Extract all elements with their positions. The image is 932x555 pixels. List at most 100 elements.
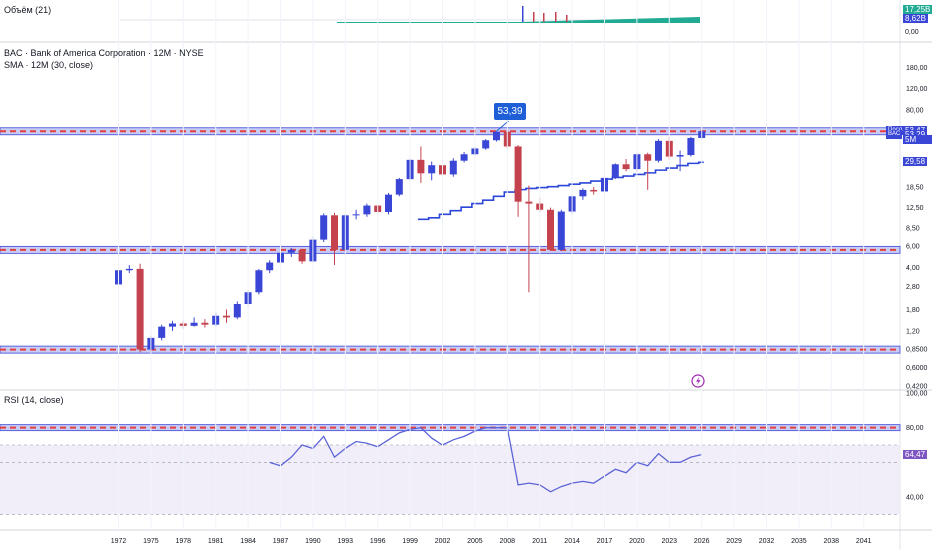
price-tick-label: 0,4200 (906, 384, 928, 391)
x-tick-label: 1990 (305, 538, 321, 545)
candle-down (525, 201, 533, 204)
callout-pointer (496, 120, 509, 132)
price-tick-label: 8,50 (906, 225, 920, 232)
candle-up (395, 179, 403, 195)
volume-bar (566, 15, 568, 22)
main-legend-sma[interactable]: SMA · 12M (30, close) (4, 60, 94, 70)
price-tag-value: 5M 25d (903, 134, 932, 153)
x-tick-label: 1999 (402, 538, 418, 545)
x-tick-label: 2038 (824, 538, 840, 545)
candle-up (579, 189, 587, 197)
axes-layer: 1972 1975 1978 1981 1984 1987 1990 1993 1996 1999… (111, 0, 928, 545)
candle-up (676, 154, 684, 157)
x-tick-label: 2017 (597, 538, 613, 545)
rsi-pane[interactable] (0, 424, 901, 515)
price-tick-label: 6,00 (906, 244, 920, 251)
main-legend-title[interactable]: BAC · Bank of America Corporation · 12M … (4, 48, 204, 58)
candle-up (125, 268, 133, 271)
candle-down (622, 164, 630, 170)
x-tick-label: 1987 (273, 538, 289, 545)
rsi-tick-label: 100,00 (906, 391, 928, 398)
price-tick-label: 2,80 (906, 284, 920, 291)
price-tick-label: 180,00 (906, 65, 928, 72)
candle-up (255, 270, 263, 293)
x-tick-label: 2008 (500, 538, 516, 545)
candle-up (493, 131, 500, 141)
candle-down (644, 154, 652, 161)
candle-down (514, 146, 522, 202)
volume-bar (533, 12, 535, 22)
candle-up (190, 322, 198, 326)
x-tick-label: 2029 (726, 538, 742, 545)
callout-price-label: 53,39 (497, 106, 523, 117)
candle-up (158, 326, 166, 338)
candle-up (482, 140, 490, 149)
x-tick-label: 2002 (435, 538, 451, 545)
volume-tag-green: 17,25B (903, 5, 932, 14)
price-scale-background (900, 0, 932, 550)
callout-price[interactable]: 53,39 (494, 103, 526, 120)
candle-up (449, 160, 457, 175)
x-tick-label: 2035 (791, 538, 807, 545)
price-tick-label: 80,00 (906, 108, 924, 115)
candle-down (547, 209, 554, 250)
candle-up (233, 304, 241, 318)
x-tick-label: 2005 (467, 538, 483, 545)
x-tick-label: 2020 (629, 538, 645, 545)
volume-bar (522, 6, 524, 22)
rsi-legend[interactable]: RSI (14, close) (4, 395, 64, 405)
price-tick-label: 12,50 (906, 205, 924, 212)
x-tick-label: 2032 (759, 538, 775, 545)
alert-icon[interactable] (691, 374, 705, 388)
volume-bar (543, 13, 545, 22)
price-tag-label: BAC (886, 130, 903, 140)
x-tick-label: 1972 (111, 538, 127, 545)
x-tick-label: 1993 (338, 538, 354, 545)
x-tick-label: 2041 (856, 538, 872, 545)
rsi-tick-label: 40,00 (906, 495, 924, 502)
volume-tag-blue: 8,62B (903, 14, 928, 23)
candle-up (320, 215, 328, 240)
price-tick-label: 4,00 (906, 265, 920, 272)
volume-scale-zero: 0,00 (905, 29, 919, 36)
candle-down (201, 322, 209, 325)
candle-down (417, 159, 425, 174)
x-tick-label: 1981 (208, 538, 224, 545)
sma-line (417, 161, 704, 221)
x-tick-label: 1996 (370, 538, 386, 545)
rsi-value-tag: 64,47 (903, 449, 928, 459)
candle-up (169, 323, 176, 327)
x-tick-label: 1978 (176, 538, 192, 545)
candle-down (298, 249, 306, 262)
x-tick-label: 1975 (143, 538, 159, 545)
candle-up (460, 154, 468, 161)
price-tick-label: 18,50 (906, 185, 924, 192)
candle-up (352, 214, 360, 216)
candle-up (611, 164, 619, 178)
candle-up (655, 140, 662, 161)
sma-layer[interactable] (417, 161, 704, 221)
candle-down (590, 189, 598, 192)
x-tick-label: 1984 (240, 538, 256, 545)
price-tick-label: 1,80 (906, 307, 920, 314)
x-tick-label: 2011 (532, 538, 547, 545)
volume-ma-band (337, 17, 700, 23)
candle-up (557, 211, 565, 250)
price-tag-value: 29,58 (903, 157, 928, 167)
candle-down (223, 315, 230, 318)
price-tick-label: 0,6000 (906, 365, 928, 372)
candle-up (428, 165, 436, 174)
price-tick-label: 0,8500 (906, 347, 928, 354)
candle-up (287, 249, 295, 253)
candle-down (136, 268, 144, 350)
candle-down (331, 215, 338, 250)
rsi-tick-label: 80,00 (906, 425, 924, 432)
rsi-background-band (0, 445, 900, 515)
volume-legend[interactable]: Объём (21) (4, 5, 52, 15)
price-tick-label: 1,20 (906, 328, 920, 335)
x-tick-label: 2023 (662, 538, 678, 545)
candle-up (266, 262, 274, 271)
candle-up (363, 205, 371, 215)
